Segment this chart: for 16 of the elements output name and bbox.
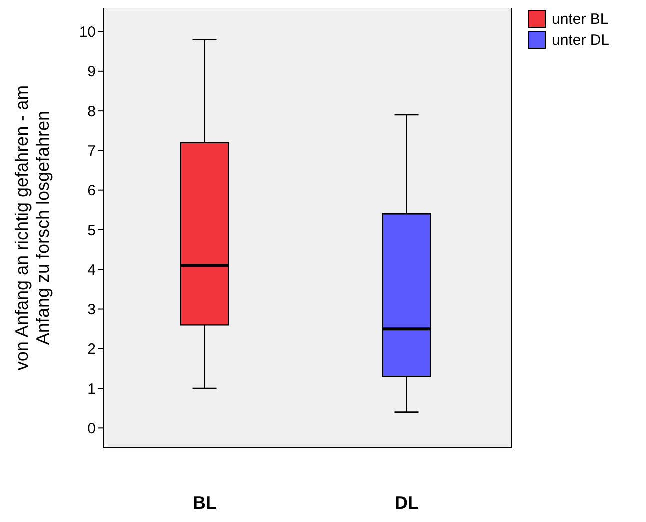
y-tick-label: 3 (88, 302, 96, 319)
y-tick-label: 9 (88, 64, 96, 81)
y-tick-label: 1 (88, 380, 96, 398)
y-tick-label: 6 (88, 182, 96, 200)
y-tick-label: 10 (79, 24, 96, 42)
legend-label: unter BL (552, 10, 609, 28)
y-tick-label: 4 (88, 262, 96, 279)
x-tick-label: DL (395, 492, 419, 513)
x-tick-label: BL (193, 492, 217, 513)
y-tick-label: 8 (88, 103, 96, 120)
y-axis-title: von Anfang an richtig gefahren - am Anfang zu forsch losgefahren (12, 85, 53, 371)
y-tick-label: 2 (88, 341, 96, 358)
y-tick-label: 7 (88, 143, 96, 160)
y-tick-label: 0 (88, 420, 96, 438)
y-tick-label: 5 (88, 222, 96, 240)
legend-label: unter DL (552, 32, 610, 48)
